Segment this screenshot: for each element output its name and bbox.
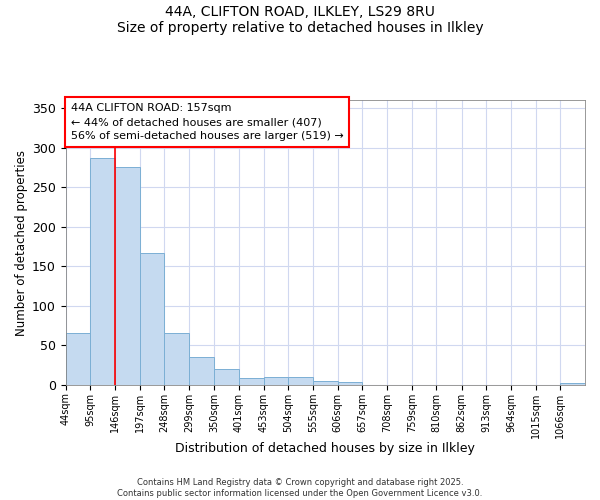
Bar — [164, 334, 189, 385]
Bar — [263, 377, 289, 385]
Text: 44A CLIFTON ROAD: 157sqm
← 44% of detached houses are smaller (407)
56% of semi-: 44A CLIFTON ROAD: 157sqm ← 44% of detach… — [71, 103, 344, 141]
Bar — [560, 383, 585, 385]
Bar — [313, 381, 338, 385]
Y-axis label: Number of detached properties: Number of detached properties — [15, 150, 28, 336]
Bar — [66, 334, 91, 385]
Bar — [140, 253, 164, 385]
X-axis label: Distribution of detached houses by size in Ilkley: Distribution of detached houses by size … — [175, 442, 475, 455]
Text: Contains HM Land Registry data © Crown copyright and database right 2025.
Contai: Contains HM Land Registry data © Crown c… — [118, 478, 482, 498]
Bar — [214, 369, 239, 385]
Text: 44A, CLIFTON ROAD, ILKLEY, LS29 8RU
Size of property relative to detached houses: 44A, CLIFTON ROAD, ILKLEY, LS29 8RU Size… — [116, 5, 484, 35]
Bar — [289, 377, 313, 385]
Bar — [115, 168, 140, 385]
Bar — [91, 158, 115, 385]
Bar — [189, 357, 214, 385]
Bar — [338, 382, 362, 385]
Bar — [239, 378, 263, 385]
